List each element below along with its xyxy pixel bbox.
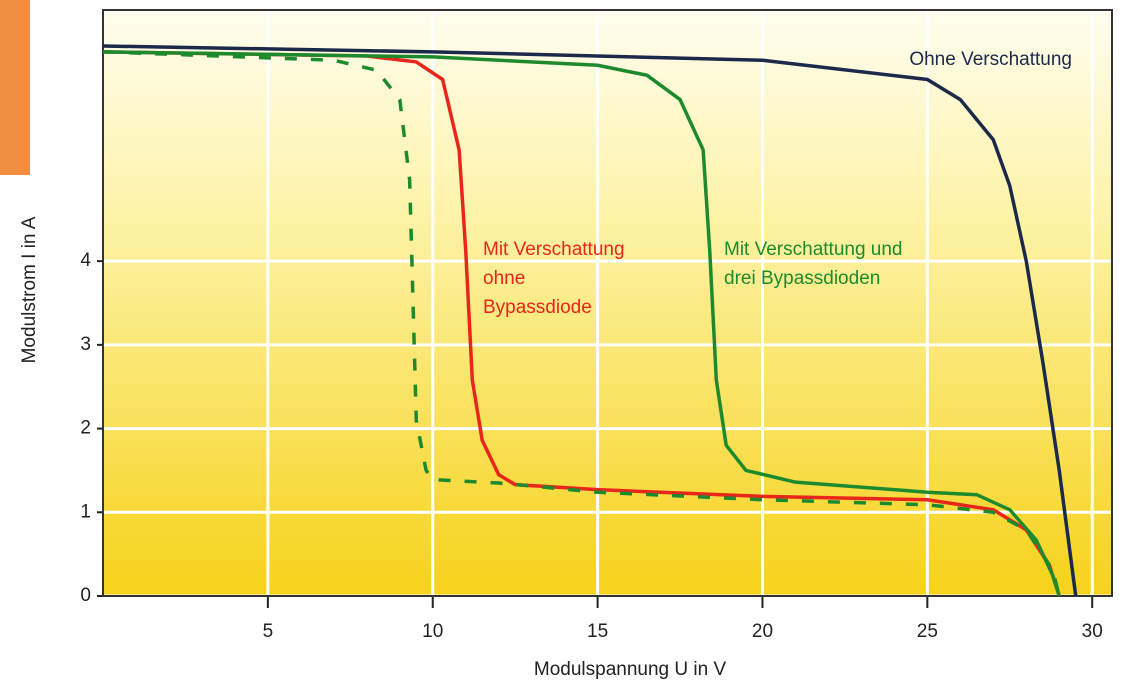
series-label: Mit Verschattung	[483, 239, 625, 260]
series-label: ohne	[483, 268, 525, 289]
chart: Modulspannung U in V Modulstrom I in A 0…	[0, 0, 1127, 687]
x-tick-label: 10	[422, 621, 443, 642]
x-tick-label: 30	[1082, 621, 1103, 642]
series-label: Ohne Verschattung	[909, 49, 1072, 70]
series-label: Bypassdiode	[483, 297, 592, 318]
y-tick-label: 0	[80, 585, 91, 606]
x-tick-label: 25	[917, 621, 938, 642]
x-tick-label: 20	[752, 621, 773, 642]
x-tick-label: 5	[263, 621, 274, 642]
y-tick-label: 4	[80, 250, 91, 271]
y-tick-label: 2	[80, 418, 91, 439]
y-tick-label: 3	[80, 334, 91, 355]
x-axis-label: Modulspannung U in V	[534, 659, 727, 680]
side-decoration	[0, 0, 30, 175]
y-tick-label: 1	[80, 501, 91, 522]
series-label: Mit Verschattung und	[724, 239, 903, 260]
series-label: drei Bypassdioden	[724, 268, 880, 289]
x-tick-label: 15	[587, 621, 608, 642]
y-axis-label: Modulstrom I in A	[19, 216, 40, 363]
page: {"chart_data": { "type": "line", "xlabel…	[0, 0, 1127, 687]
